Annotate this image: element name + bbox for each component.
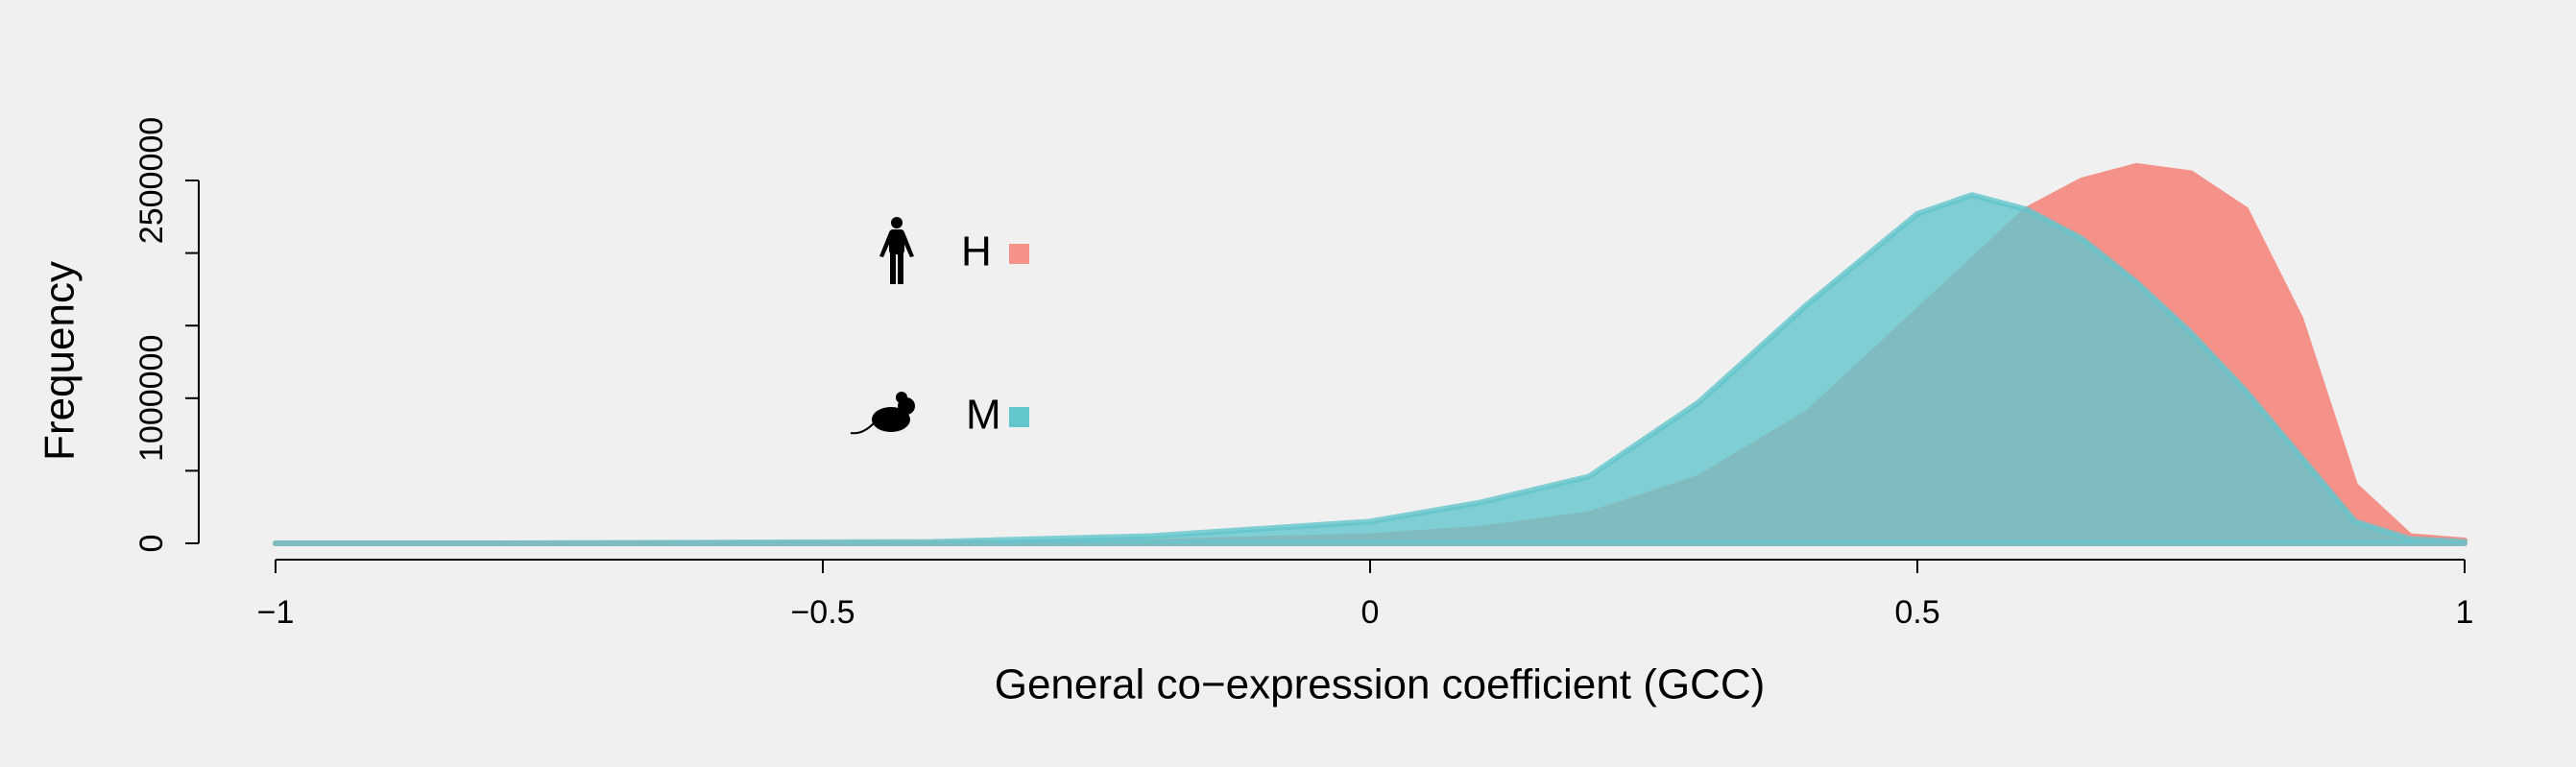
density-area: [273, 192, 2468, 546]
x-tick-label: 0.5: [1894, 594, 1939, 631]
legend-swatch: [1009, 244, 1029, 264]
legend-label: H: [961, 228, 992, 276]
y-tick-label: 1000000: [133, 335, 170, 462]
x-tick-label: −0.5: [790, 594, 855, 631]
legend-swatch: [1009, 407, 1029, 427]
x-axis-title: General co−expression coefficient (GCC): [995, 661, 1766, 708]
y-axis-title: Frequency: [36, 261, 84, 461]
x-tick-label: 0: [1361, 594, 1380, 631]
x-tick-label: 1: [2456, 594, 2474, 631]
x-tick-label: −1: [257, 594, 295, 631]
y-tick-label: 2500000: [133, 117, 170, 244]
mouse-icon: [850, 392, 915, 435]
y-tick-label: 0: [133, 535, 170, 553]
legend-label: M: [966, 392, 1001, 439]
human-icon: [879, 217, 914, 284]
